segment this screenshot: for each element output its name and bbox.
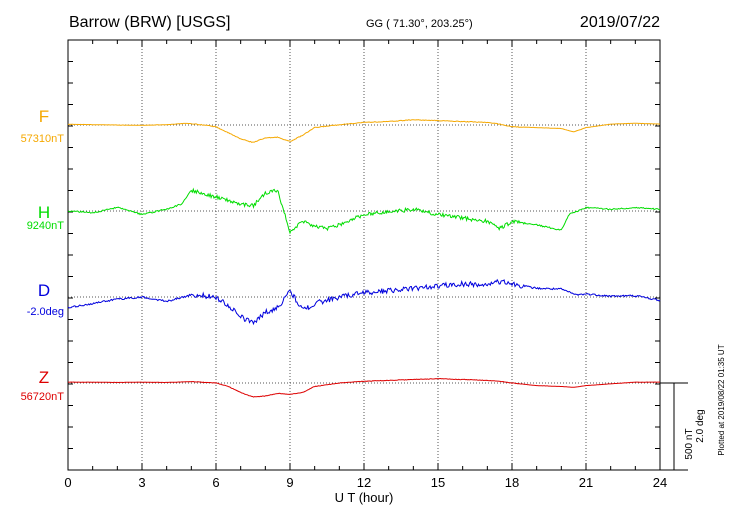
coordinates-label: GG ( 71.30°, 203.25°) (366, 18, 473, 30)
scale-bar-deg-label: 2.0 deg (695, 409, 706, 442)
series-name-z: Z (39, 368, 49, 387)
series-baseline-label-f: 57310nT (21, 133, 65, 145)
x-tick-label: 12 (357, 475, 371, 490)
date-label: 2019/07/22 (580, 14, 660, 31)
series-name-f: F (39, 107, 49, 126)
scale-bar: 500 nT 2.0 deg (660, 382, 706, 471)
x-tick-labels: 0 3 6 9 12 15 18 21 24 (64, 475, 667, 490)
grid-lines (68, 40, 660, 470)
series-baseline-label-d: -2.0deg (27, 306, 64, 318)
series-line-h (67, 187, 661, 235)
series-baseline-label-h: 9240nT (27, 220, 65, 232)
x-tick-label: 6 (212, 475, 219, 490)
station-title: Barrow (BRW) [USGS] (69, 14, 231, 31)
plotted-at-note: Plotted at 2019/08/22 01:35 UT (717, 344, 726, 455)
plot-frame (67, 39, 661, 471)
x-tick-label: 21 (579, 475, 593, 490)
x-tick-label: 15 (431, 475, 445, 490)
x-axis-label: U T (hour) (335, 490, 394, 505)
scale-bar-nt-label: 500 nT (684, 428, 695, 459)
series-line-z (68, 377, 661, 398)
series-name-h: H (38, 203, 50, 222)
series-line-f (67, 119, 661, 143)
series-baseline-label-z: 56720nT (21, 391, 65, 403)
series-name-d: D (38, 281, 50, 300)
series-line-d (67, 278, 661, 326)
x-tick-label: 9 (286, 475, 293, 490)
x-tick-label: 18 (505, 475, 519, 490)
axis-ticks (67, 40, 661, 470)
x-tick-label: 24 (653, 475, 667, 490)
x-tick-label: 0 (64, 475, 71, 490)
x-tick-label: 3 (138, 475, 145, 490)
series-lines (67, 119, 661, 398)
